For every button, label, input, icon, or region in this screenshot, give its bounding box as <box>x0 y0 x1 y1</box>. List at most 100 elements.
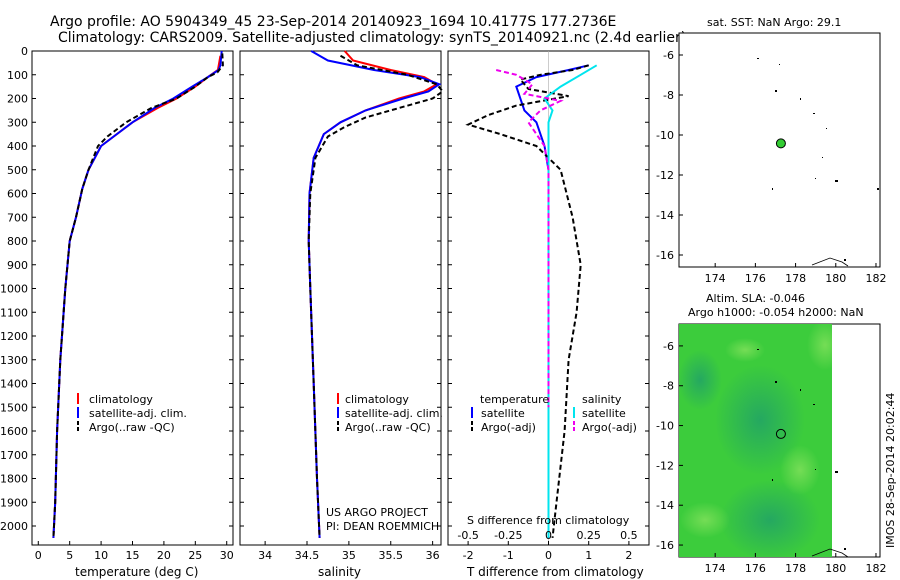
salinity-tick-label: 35 <box>342 549 356 562</box>
map-lon-tick-label: 182 <box>865 272 886 285</box>
depth-tick-label: 500 <box>7 164 28 177</box>
depth-tick-label: 1600 <box>0 425 28 438</box>
depth-tick-label: 400 <box>7 140 28 153</box>
map-lat-tick-label: -8 <box>663 380 674 393</box>
temperature-tick-label: 0 <box>35 549 42 562</box>
depth-tick-label: 700 <box>7 211 28 224</box>
temperature-tick-label: 10 <box>94 549 108 562</box>
legend-heading-salinity: salinity <box>582 393 622 406</box>
salinity-legend: climatology satellite-adj. clim. Argo(..… <box>337 393 443 434</box>
legend-label: Argo(-adj) <box>582 421 637 434</box>
s-difference-tick-label: 0 <box>545 529 552 542</box>
sst-map-axes <box>678 32 881 268</box>
depth-tick-label: 1000 <box>0 283 28 296</box>
depth-tick-label: 1400 <box>0 378 28 391</box>
depth-tick-label: 1200 <box>0 330 28 343</box>
map-lon-tick-label: 174 <box>705 272 726 285</box>
timestamp-label: IMOS 28-Sep-2014 20:02:44 <box>884 393 897 548</box>
map-lat-tick-label: -16 <box>656 539 674 552</box>
temperature-tick-label: 30 <box>220 549 234 562</box>
map-lon-tick-label: 180 <box>825 272 846 285</box>
title-line-1: Argo profile: AO 5904349_45 23-Sep-2014 … <box>50 14 616 30</box>
sst-argo-marker <box>775 138 786 149</box>
map-lat-tick-label: -6 <box>663 340 674 353</box>
s-difference-tick-label: -0.25 <box>494 529 522 542</box>
s-difference-tick-label: 0.25 <box>576 529 601 542</box>
temperature-tick-label: 5 <box>66 549 73 562</box>
depth-tick-label: 600 <box>7 188 28 201</box>
series-line-argo <box>307 54 445 538</box>
sst-map-title: sat. SST: NaN Argo: 29.1 <box>707 16 841 29</box>
project-label: US ARGO PROJECT <box>326 506 428 519</box>
ssh-heatmap <box>679 324 832 557</box>
depth-tick-label: 1500 <box>0 401 28 414</box>
salinity-tick-label: 34 <box>258 549 272 562</box>
map-lon-tick-label: 178 <box>785 272 806 285</box>
temperature-legend: climatology satellite-adj. clim. Argo(..… <box>77 393 187 434</box>
map-lon-tick-label: 182 <box>865 562 886 575</box>
salinity-xlabel: salinity <box>318 565 361 579</box>
depth-tick-label: 1800 <box>0 473 28 486</box>
sst-map-islands <box>757 58 879 267</box>
map-lat-tick-label: -12 <box>656 169 674 182</box>
salinity-tick-label: 34.5 <box>295 549 320 562</box>
legend-label: Argo(..raw -QC) <box>89 421 175 434</box>
map-lat-tick-label: -14 <box>656 209 674 222</box>
legend-label: Argo(..raw -QC) <box>345 421 431 434</box>
temperature-tick-label: 20 <box>157 549 171 562</box>
title-line-2: Climatology: CARS2009. Satellite-adjuste… <box>58 30 686 46</box>
depth-tick-label: 1700 <box>0 449 28 462</box>
map-lon-tick-label: 176 <box>745 272 766 285</box>
depth-tick-label: 200 <box>7 93 28 106</box>
legend-label: satellite-adj. clim. <box>345 407 443 420</box>
depth-tick-label: 1100 <box>0 306 28 319</box>
salinity-tick-label: 35.5 <box>379 549 404 562</box>
series-line-s-argo <box>495 69 564 408</box>
legend-label: satellite <box>481 407 525 420</box>
map-lat-tick-label: -12 <box>656 459 674 472</box>
ssh-map-islands <box>757 349 849 558</box>
pi-label: PI: DEAN ROEMMICH <box>326 520 439 533</box>
salinity-tick-label: 36 <box>426 549 440 562</box>
map-lon-tick-label: 180 <box>825 562 846 575</box>
s-difference-xlabel: S difference from climatology <box>467 514 630 527</box>
difference-legend: temperature satellite Argo(-adj) salinit… <box>471 393 637 434</box>
series-line-argo <box>52 53 224 538</box>
depth-tick-label: 100 <box>7 69 28 82</box>
temperature-xlabel: temperature (deg C) <box>75 565 198 579</box>
legend-label: Argo(-adj) <box>481 421 536 434</box>
depth-tick-label: 1300 <box>0 354 28 367</box>
ssh-map-title-2: Argo h1000: -0.054 h2000: NaN <box>688 306 864 319</box>
legend-heading-temperature: temperature <box>480 393 549 406</box>
depth-tick-label: 0 <box>21 45 28 58</box>
t-difference-xlabel: T difference from climatology <box>466 565 644 579</box>
s-difference-tick-label: 0.5 <box>620 529 638 542</box>
map-lat-tick-label: -16 <box>656 249 674 262</box>
salinity-axes <box>239 50 442 546</box>
difference-tick-label: 1 <box>585 549 592 562</box>
legend-label: satellite-adj. clim. <box>89 407 187 420</box>
map-lat-tick-label: -14 <box>656 499 674 512</box>
difference-tick-label: 0 <box>545 549 552 562</box>
temperature-axes <box>31 50 234 546</box>
difference-tick-label: -2 <box>463 549 474 562</box>
map-lon-tick-label: 176 <box>745 562 766 575</box>
legend-label: satellite <box>582 407 626 420</box>
map-lat-tick-label: -8 <box>663 89 674 102</box>
temperature-tick-label: 15 <box>126 549 140 562</box>
map-lon-tick-label: 178 <box>785 562 806 575</box>
map-lon-tick-label: 174 <box>705 562 726 575</box>
s-difference-tick-label: -0.5 <box>457 529 478 542</box>
ssh-argo-marker <box>775 428 786 439</box>
depth-tick-label: 300 <box>7 116 28 129</box>
map-lat-tick-label: -10 <box>656 129 674 142</box>
depth-tick-label: 800 <box>7 235 28 248</box>
depth-tick-label: 1900 <box>0 496 28 509</box>
ssh-map-title-1: Altim. SLA: -0.046 <box>706 292 805 305</box>
depth-tick-label: 900 <box>7 259 28 272</box>
difference-tick-label: 2 <box>625 549 632 562</box>
legend-label: climatology <box>345 393 409 406</box>
temperature-tick-label: 25 <box>188 549 202 562</box>
map-lat-tick-label: -6 <box>663 49 674 62</box>
